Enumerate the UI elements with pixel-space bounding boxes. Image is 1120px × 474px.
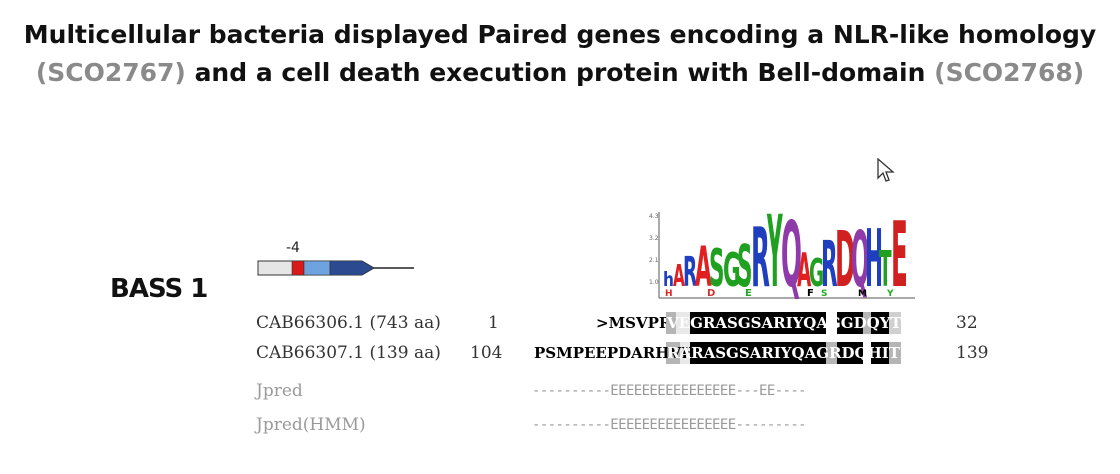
alignment-row-2-highlight (666, 342, 901, 364)
gene-diagram: -4 (257, 240, 414, 276)
alignment-row-1-seq: VEGRASGSARIYQAGGDQYTEEHVHH (667, 314, 979, 332)
page-title-line1: Multicellular bacteria displayed Paired … (23, 20, 1097, 49)
jpred-label: Jpred (256, 381, 303, 401)
logo-letter: H (865, 212, 883, 305)
alignment-row-1-prefix: >MSVPRP (596, 314, 683, 332)
alignment-row-2-start: 104 (470, 343, 503, 363)
alignment-row-1-highlight (666, 312, 901, 334)
alignment-row-2-seq: RARASGSARIYQAGRDQHITER* (667, 344, 932, 362)
svg-text:2.1: 2.1 (649, 257, 659, 264)
logo-letter: R (683, 247, 697, 296)
mouse-cursor-icon (877, 158, 895, 182)
svg-text:3.2: 3.2 (649, 235, 659, 242)
svg-text:S: S (821, 289, 827, 299)
logo-letter: R (821, 228, 838, 302)
sco2767-label: (SCO2767) (35, 58, 186, 87)
alignment-row-1-id: CAB66306.1 (743 aa) (256, 313, 441, 333)
svg-text:M: M (858, 289, 867, 299)
alignment-row-2-prefix: PSMPEEPDARHVHU (534, 344, 709, 362)
svg-text:1.0: 1.0 (649, 279, 659, 286)
page-title-line2: (SCO2767) and a cell death execution pro… (0, 58, 1120, 87)
logo-letter: A (695, 235, 712, 299)
logo-letter: D (835, 216, 855, 305)
jpred-hmm-label: Jpred(HMM) (256, 415, 366, 435)
svg-text:Y: Y (886, 289, 894, 299)
logo-letter: T (879, 240, 892, 298)
logo-letter: Q (781, 206, 802, 308)
logo-letter: S (737, 234, 753, 300)
svg-text:F: F (807, 288, 814, 299)
logo-letter: h (663, 269, 674, 291)
svg-text:H: H (665, 289, 673, 299)
logo-letter: A (673, 258, 685, 293)
sco2768-label: (SCO2768) (934, 58, 1085, 87)
alignment-row-1-end: 32 (956, 313, 978, 333)
svg-text:E: E (745, 288, 752, 299)
alignment-row-1-start: 1 (488, 313, 499, 333)
jpred-hmm-prediction: ----------EEEEEEEEEEEEEEEE--------- (532, 417, 807, 433)
logo-letter: G (809, 252, 824, 297)
logo-letter: R (751, 211, 770, 306)
jpred-prediction: ----------EEEEEEEEEEEEEEEE---EE---- (532, 383, 807, 399)
logo-letter: Q (851, 217, 869, 306)
svg-text:D: D (707, 288, 715, 299)
alignment-row-2-end: 139 (956, 343, 989, 363)
logo-letter: S (709, 239, 725, 299)
logo-letter: G (723, 242, 741, 297)
logo-letter: E (891, 206, 908, 308)
logo-letter: A (797, 244, 812, 298)
bass1-label: BASS 1 (110, 274, 208, 304)
gene-diagram-label: -4 (286, 240, 300, 256)
svg-text:4.3: 4.3 (649, 213, 659, 220)
alignment-row-2-id: CAB66307.1 (139 aa) (256, 343, 441, 363)
title-middle: and a cell death execution protein with … (185, 58, 935, 87)
logo-letter: Y (767, 206, 783, 309)
